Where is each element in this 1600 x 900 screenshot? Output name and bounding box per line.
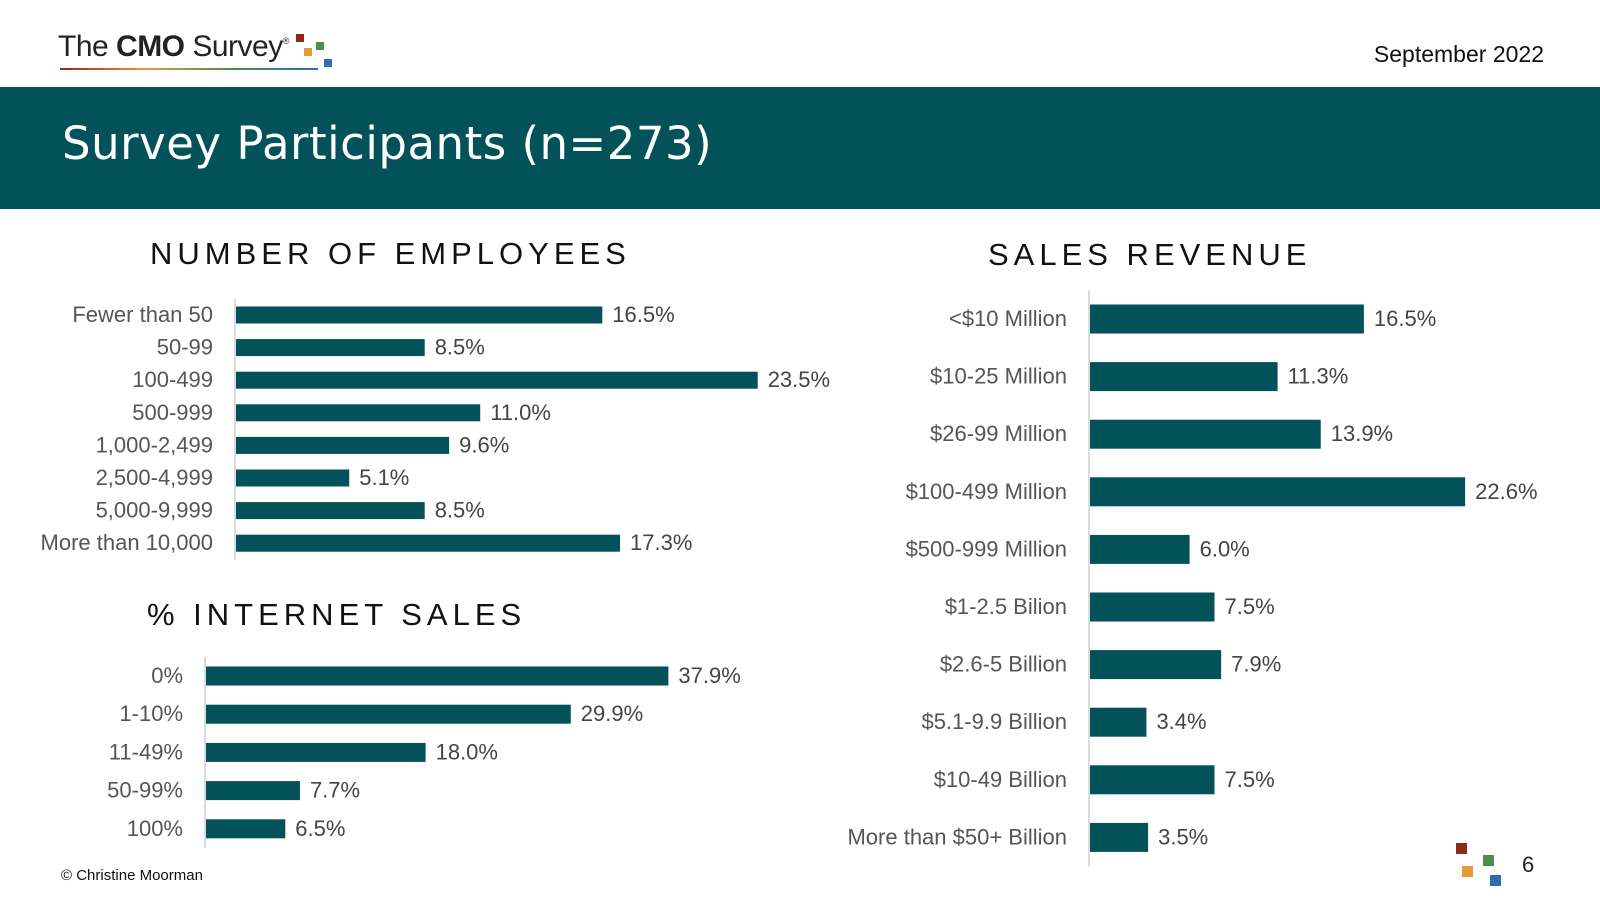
employees-category-label: 2,500-4,999 [96, 465, 213, 490]
revenue-value-label: 3.4% [1156, 709, 1206, 734]
employees-category-label: 500-999 [132, 400, 213, 425]
employees-category-label: 50-99 [157, 335, 213, 360]
logo-text-the: The [58, 30, 117, 63]
revenue-category-label: $10-49 Billion [934, 767, 1067, 792]
internet-sales-bar [206, 819, 286, 839]
employees-bar [236, 371, 758, 389]
report-date: September 2022 [1373, 41, 1544, 67]
logo-square-red [296, 34, 304, 42]
revenue-value-label: 7.5% [1225, 767, 1275, 792]
revenue-bar [1090, 362, 1278, 392]
revenue-value-label: 7.5% [1225, 594, 1275, 619]
internet-sales-bar-chart: 0% 37.9% 1-10% 29.9% 11-49% 18.0% 50-99% 7.7% 10… [107, 656, 741, 848]
revenue-category-label: $5.1-9.9 Billion [921, 709, 1067, 734]
employees-value-label: 9.6% [459, 432, 509, 457]
footer-square-orange [1462, 866, 1473, 877]
internet-sales-value-label: 18.0% [436, 739, 498, 764]
revenue-value-label: 13.9% [1331, 421, 1393, 446]
logo-square-blue [324, 59, 332, 67]
revenue-value-label: 16.5% [1374, 306, 1436, 331]
revenue-value-label: 11.3% [1288, 364, 1349, 389]
employees-value-label: 11.0% [490, 400, 551, 425]
employees-bar [236, 339, 425, 357]
revenue-value-label: 6.0% [1200, 536, 1250, 561]
logo-text-survey: Survey [184, 30, 283, 63]
revenue-bar [1090, 592, 1215, 622]
logo-text-cmo: CMO [116, 30, 185, 63]
internet-sales-value-label: 7.7% [310, 778, 360, 803]
revenue-category-label: <$10 Million [949, 306, 1067, 331]
internet-sales-bar [206, 781, 300, 801]
employees-category-label: More than 10,000 [41, 530, 213, 555]
internet-sales-value-label: 37.9% [678, 663, 740, 688]
internet-sales-category-label: 1-10% [119, 701, 183, 726]
employees-value-label: 5.1% [359, 465, 409, 490]
revenue-bar [1090, 477, 1466, 507]
employees-bar [236, 534, 621, 552]
revenue-bar [1090, 304, 1364, 334]
revenue-bar [1090, 765, 1215, 795]
employees-value-label: 23.5% [768, 367, 830, 392]
employees-bar-chart: Fewer than 50 16.5% 50-99 8.5% 100-499 23.5% 5… [41, 298, 830, 560]
internet-sales-category-label: 11-49% [109, 739, 183, 764]
employees-chart-title: NUMBER OF EMPLOYEES [150, 236, 631, 271]
footer-square-red [1456, 843, 1467, 854]
employees-bar [236, 404, 481, 422]
employees-value-label: 16.5% [612, 302, 674, 327]
copyright-notice: © Christine Moorman [61, 867, 203, 884]
internet-sales-bar [206, 704, 571, 724]
revenue-bar [1090, 822, 1149, 852]
revenue-category-label: $100-499 Million [906, 479, 1067, 504]
employees-bar [236, 502, 425, 520]
revenue-category-label: $500-999 Million [906, 536, 1067, 561]
footer-square-green [1483, 855, 1494, 866]
internet-sales-category-label: 50-99% [107, 778, 183, 803]
revenue-category-label: $1-2.5 Bilion [945, 594, 1067, 619]
title-banner: Survey Participants (n=273) [0, 87, 1600, 209]
internet-sales-category-label: 0% [151, 663, 183, 688]
revenue-chart-title: SALES REVENUE [988, 237, 1312, 272]
employees-value-label: 17.3% [630, 530, 692, 555]
revenue-value-label: 22.6% [1475, 479, 1537, 504]
revenue-category-label: More than $50+ Billion [847, 824, 1067, 849]
revenue-bar [1090, 419, 1321, 449]
employees-bar [236, 469, 350, 487]
revenue-value-label: 3.5% [1158, 824, 1208, 849]
employees-bar [236, 306, 603, 324]
employees-value-label: 8.5% [435, 498, 485, 523]
employees-value-label: 8.5% [435, 335, 485, 360]
employees-category-label: 5,000-9,999 [96, 498, 213, 523]
employees-category-label: Fewer than 50 [72, 302, 213, 327]
employees-category-label: 100-499 [132, 367, 213, 392]
logo-registered-mark: ® [282, 35, 290, 46]
revenue-category-label: $2.6-5 Billion [940, 652, 1067, 677]
internet-sales-bar [206, 666, 669, 686]
internet-sales-value-label: 6.5% [295, 816, 345, 841]
internet-sales-chart-title: % INTERNET SALES [147, 597, 527, 632]
employees-category-label: 1,000-2,499 [96, 432, 213, 457]
internet-sales-category-label: 100% [127, 816, 183, 841]
internet-sales-bar [206, 742, 426, 762]
logo-square-orange [304, 48, 312, 56]
revenue-bar-chart: <$10 Million 16.5% $10-25 Million 11.3% $26-… [847, 290, 1538, 867]
logo-underline [60, 68, 318, 70]
revenue-bar [1090, 534, 1190, 564]
page-title: Survey Participants (n=273) [62, 117, 713, 170]
logo-square-green [316, 42, 324, 50]
revenue-value-label: 7.9% [1231, 652, 1281, 677]
revenue-bar [1090, 707, 1147, 737]
revenue-category-label: $10-25 Million [930, 364, 1067, 389]
page-number: 6 [1522, 852, 1535, 877]
footer-square-blue [1490, 875, 1501, 886]
revenue-bar [1090, 650, 1222, 680]
employees-bar [236, 436, 450, 454]
revenue-category-label: $26-99 Million [930, 421, 1067, 446]
cmo-survey-logo: The CMO Survey® [58, 30, 332, 74]
internet-sales-value-label: 29.9% [581, 701, 643, 726]
